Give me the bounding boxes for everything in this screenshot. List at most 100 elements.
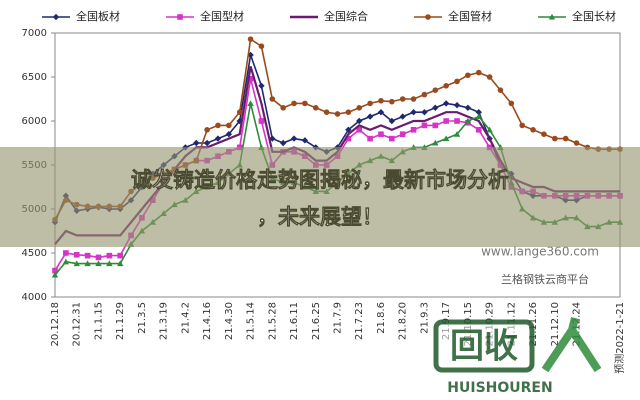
- marker: [258, 118, 265, 124]
- marker: [541, 131, 547, 137]
- y-tick-label: 4500: [22, 248, 47, 259]
- marker: [410, 127, 417, 133]
- x-tick-label: 21.4.30: [224, 302, 235, 340]
- logo-icon: [541, 317, 602, 373]
- marker: [442, 100, 450, 107]
- logo-frame: [433, 319, 535, 373]
- marker: [95, 260, 102, 267]
- banner-line: 诚发铸造价格走势图揭秘，最新市场分析: [131, 168, 509, 192]
- marker: [388, 117, 396, 125]
- x-tick-label: 21.9.3: [419, 302, 430, 334]
- marker: [204, 127, 210, 133]
- marker: [432, 87, 439, 93]
- marker: [52, 267, 58, 274]
- legend-label: 全国管材: [448, 9, 492, 23]
- banner: [0, 147, 640, 247]
- marker: [323, 109, 330, 115]
- marker: [269, 96, 276, 102]
- marker: [464, 117, 472, 124]
- legend-marker: [548, 13, 556, 20]
- x-tick-label: 21.3.19: [159, 302, 170, 340]
- x-tick-label: 21.6.25: [311, 302, 322, 340]
- marker: [345, 135, 352, 142]
- marker: [378, 131, 384, 137]
- legend-marker: [52, 13, 60, 21]
- marker: [117, 252, 123, 259]
- marker: [301, 137, 309, 144]
- marker: [247, 36, 254, 42]
- marker: [454, 118, 460, 124]
- marker: [279, 139, 287, 147]
- y-tick-label: 7000: [22, 28, 47, 39]
- marker: [356, 105, 363, 111]
- marker: [475, 127, 482, 133]
- marker: [367, 100, 373, 107]
- marker: [236, 109, 243, 115]
- marker: [258, 82, 265, 89]
- marker: [356, 117, 363, 125]
- x-tick-label: 21.5.28: [267, 302, 278, 340]
- marker: [84, 260, 91, 267]
- marker: [421, 122, 428, 129]
- marker: [214, 135, 222, 142]
- marker: [302, 100, 308, 107]
- marker: [486, 74, 493, 80]
- marker: [442, 135, 450, 142]
- legend-label: 全国长材: [572, 9, 616, 23]
- marker: [399, 96, 406, 102]
- marker: [226, 122, 232, 129]
- x-tick-label: 20.12.31: [72, 302, 83, 347]
- legend-marker: [177, 14, 183, 20]
- marker: [63, 250, 69, 256]
- x-tick-label: 21.6.11: [289, 302, 300, 340]
- marker: [366, 113, 374, 120]
- marker: [280, 105, 286, 111]
- marker: [84, 252, 91, 259]
- x-tick-label: 21.1.15: [93, 302, 104, 340]
- marker: [453, 131, 461, 137]
- marker: [367, 135, 373, 142]
- legend-marker: [425, 14, 431, 20]
- marker: [421, 109, 428, 116]
- legend-label: 全国型材: [200, 9, 244, 23]
- marker: [454, 78, 460, 85]
- marker: [475, 113, 482, 120]
- marker: [51, 271, 59, 278]
- x-tick-label: 21.7.9: [333, 302, 344, 334]
- x-tick-label: 21.7.23: [354, 302, 365, 340]
- marker: [377, 109, 385, 116]
- marker: [389, 135, 395, 142]
- watermark: www.lange360.com: [481, 245, 599, 259]
- marker: [453, 101, 461, 109]
- marker: [312, 105, 319, 111]
- marker: [106, 260, 113, 267]
- x-tick-label: 预测2022-1-21: [613, 302, 626, 374]
- marker: [443, 118, 449, 124]
- x-tick-label: 21.8.20: [398, 302, 409, 340]
- x-tick-label: 21.8.6: [376, 302, 387, 334]
- marker: [247, 100, 254, 106]
- marker: [530, 127, 536, 133]
- marker: [258, 43, 265, 49]
- marker: [247, 75, 254, 82]
- marker: [345, 126, 352, 133]
- marker: [573, 140, 580, 146]
- logo: 回收 HUISHOUREN: [433, 317, 602, 396]
- banner-line: ，未来展望！: [257, 205, 383, 229]
- marker: [356, 127, 363, 133]
- marker: [291, 100, 297, 107]
- source: 兰格钢铁云商平台: [501, 272, 589, 286]
- marker: [95, 254, 102, 261]
- marker: [486, 126, 493, 133]
- x-tick-label: 20.12.18: [50, 302, 61, 347]
- legend-label: 全国板材: [76, 9, 120, 23]
- x-tick-label: 21.4.2: [180, 302, 191, 334]
- marker: [443, 83, 449, 89]
- x-tick-label: 21.3.5: [137, 302, 148, 334]
- marker: [465, 72, 471, 79]
- y-tick-label: 6000: [22, 116, 47, 127]
- y-tick-label: 6500: [22, 72, 47, 83]
- logo-text: HUISHOUREN: [447, 380, 552, 396]
- marker: [464, 104, 472, 111]
- marker: [410, 109, 417, 116]
